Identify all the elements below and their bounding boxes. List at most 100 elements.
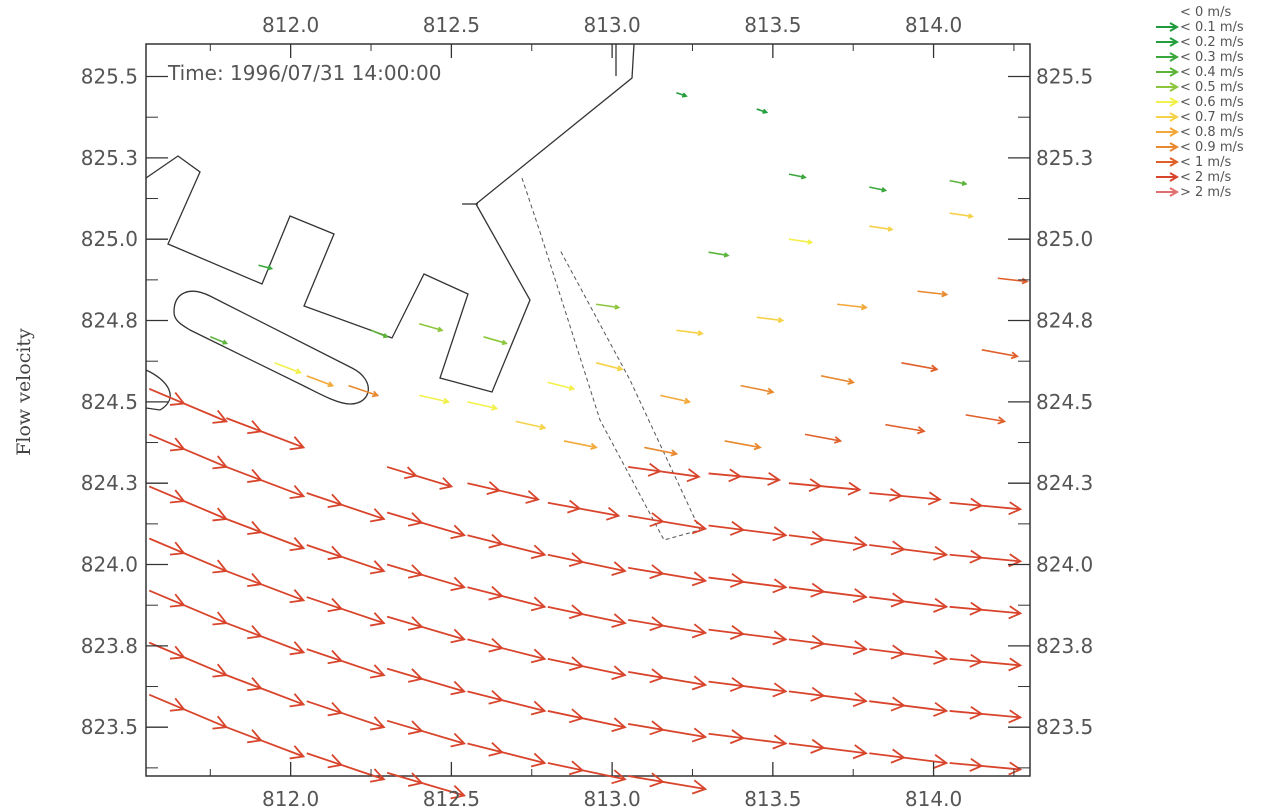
velocity-arrow <box>788 173 807 180</box>
velocity-arrow <box>563 440 598 451</box>
x-tick-label-bottom: 812.5 <box>423 787 480 811</box>
velocity-arrow <box>547 656 627 681</box>
velocity-arrow <box>547 760 627 785</box>
velocity-arrow <box>628 616 708 639</box>
velocity-arrow <box>965 414 1007 425</box>
velocity-arrow <box>708 468 782 486</box>
legend-label: > 2 m/s <box>1180 185 1231 200</box>
velocity-arrow <box>869 225 894 232</box>
velocity-arrow <box>419 394 450 405</box>
y-tick-label-left: 824.5 <box>81 390 138 414</box>
velocity-arrow <box>226 622 306 656</box>
velocity-arrow <box>628 462 701 483</box>
velocity-arrow <box>708 572 788 594</box>
velocity-arrow <box>724 440 762 451</box>
velocity-arrow <box>467 742 547 768</box>
velocity-arrow <box>708 625 788 646</box>
y-tick-label-left: 824.3 <box>81 471 138 495</box>
legend-label: < 0.7 m/s <box>1180 110 1244 125</box>
velocity-arrow <box>644 446 679 457</box>
y-tick-label-right: 825.5 <box>1036 65 1093 89</box>
velocity-arrow <box>148 693 229 730</box>
legend-arrow-head <box>1169 67 1180 77</box>
coastline-left-edge <box>145 369 171 411</box>
x-tick-label-top: 814.0 <box>905 13 962 37</box>
velocity-arrow <box>869 186 888 193</box>
velocity-arrow <box>676 92 688 98</box>
velocity-arrow <box>869 540 949 561</box>
velocity-arrow <box>628 720 708 743</box>
legend-entry: < 0.5 m/s <box>1156 80 1244 95</box>
velocity-arrow <box>804 433 843 444</box>
velocity-arrow <box>386 466 454 490</box>
velocity-arrow <box>148 485 229 522</box>
velocity-arrow <box>788 478 862 496</box>
velocity-arrow <box>467 689 547 716</box>
velocity-arrow <box>386 563 467 592</box>
legend-label: < 0.1 m/s <box>1180 20 1244 35</box>
velocity-arrow <box>708 729 788 750</box>
velocity-arrow <box>306 596 386 627</box>
velocity-arrow <box>148 537 229 574</box>
legend-arrow-head <box>1169 52 1180 62</box>
velocity-arrow <box>467 401 499 411</box>
velocity-arrow <box>306 375 335 388</box>
velocity-arrow <box>226 417 306 451</box>
legend-entry: < 2 m/s <box>1156 170 1231 185</box>
legend-entry: < 0.8 m/s <box>1156 125 1244 140</box>
legend-arrow-head <box>1169 172 1180 182</box>
velocity-arrow <box>869 592 949 613</box>
legend-label: < 0.3 m/s <box>1180 50 1244 65</box>
legend-label: < 2 m/s <box>1180 170 1231 185</box>
velocity-arrow <box>756 316 785 324</box>
velocity-arrow <box>515 420 547 431</box>
legend-arrow-head <box>1169 127 1180 137</box>
y-axis-label: Flow velocity <box>13 328 35 456</box>
velocity-arrow <box>837 303 868 311</box>
legend-arrow-head <box>1169 37 1180 47</box>
legend-label: < 0.5 m/s <box>1180 80 1244 95</box>
legend-arrow-head <box>1169 187 1180 197</box>
breakwater-island <box>173 290 369 405</box>
velocity-arrow <box>386 771 467 800</box>
legend-entry: < 0.3 m/s <box>1156 50 1244 65</box>
velocity-arrow <box>869 487 942 506</box>
velocity-arrow <box>708 520 788 542</box>
velocity-arrow <box>306 752 386 783</box>
velocity-arrow <box>419 323 444 333</box>
velocity-arrow <box>788 738 868 760</box>
velocity-arrow <box>708 677 788 698</box>
velocity-arrow <box>209 336 229 345</box>
legend-arrow-head <box>1169 142 1180 152</box>
velocity-arrow <box>226 570 306 604</box>
time-annotation: Time: 1996/07/31 14:00:00 <box>167 61 442 85</box>
legend-arrow-head <box>1169 112 1180 122</box>
y-tick-label-left: 823.5 <box>81 715 138 739</box>
velocity-arrow <box>226 674 306 708</box>
legend-label: < 1 m/s <box>1180 155 1231 170</box>
velocity-arrow <box>226 466 306 500</box>
velocity-arrow <box>660 394 692 405</box>
velocity-arrow <box>148 589 229 626</box>
x-tick-label-top: 813.5 <box>744 13 801 37</box>
velocity-arrow <box>547 708 627 733</box>
velocity-arrow <box>820 375 856 385</box>
velocity-arrow <box>628 772 708 795</box>
velocity-arrow <box>788 238 814 245</box>
velocity-arrow <box>226 726 306 760</box>
legend-entry: < 0.4 m/s <box>1156 65 1244 80</box>
legend-label: < 0.9 m/s <box>1180 140 1244 155</box>
velocity-arrow <box>306 700 386 731</box>
velocity-arrow <box>595 362 624 372</box>
velocity-arrow <box>949 705 1023 724</box>
velocity-arrow <box>386 615 467 644</box>
x-ticks-bottom: 812.0 812.5 813.0 813.5 814.0 <box>209 762 1015 811</box>
legend-label: < 0.2 m/s <box>1180 35 1244 50</box>
velocity-arrow <box>258 264 274 271</box>
velocity-arrow <box>306 544 386 575</box>
x-tick-label-top: 812.5 <box>423 13 480 37</box>
velocity-arrow <box>306 492 386 523</box>
velocity-arrow <box>901 362 939 373</box>
y-ticks-left: 825.5 825.3 825.0 824.8 824.5 824.3 824.0 823.8… <box>81 65 168 769</box>
